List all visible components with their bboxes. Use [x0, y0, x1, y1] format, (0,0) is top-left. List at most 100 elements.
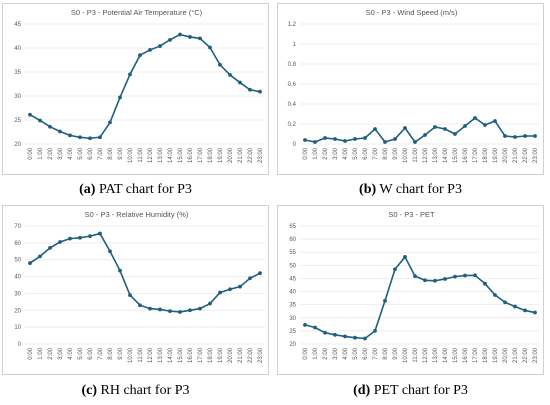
y-tick-label: 1.2: [288, 22, 297, 28]
data-point: [343, 139, 347, 143]
x-tick-label: 17:00: [198, 147, 204, 163]
chart-panel-w: S0 - P3 - Wind Speed (m/s) 0 0.2 0.4 0.6 0.8 1…: [277, 3, 544, 175]
data-point: [58, 129, 62, 134]
x-tick-label: 7:00: [98, 347, 104, 359]
data-point: [178, 310, 182, 314]
y-tick-label: 35: [14, 70, 21, 76]
chart-panel-pat: S0 - P3 - Potential Air Temperature (°C)…: [2, 3, 269, 175]
data-point: [363, 336, 367, 341]
data-point: [313, 325, 317, 330]
x-tick-label: 22:00: [523, 347, 529, 363]
data-point: [78, 235, 82, 240]
x-tick-label: 7:00: [373, 347, 379, 359]
x-tick-label: 18:00: [208, 347, 214, 363]
data-point: [108, 249, 112, 254]
data-point: [453, 274, 457, 279]
data-point: [473, 273, 477, 278]
x-tick-label: 20:00: [228, 147, 234, 163]
data-point: [48, 246, 52, 250]
data-point: [228, 72, 232, 77]
data-point: [58, 240, 62, 244]
y-tick-label: 40: [14, 275, 21, 281]
x-tick-label: 8:00: [383, 347, 389, 359]
x-tick-label: 0:00: [303, 347, 309, 359]
y-tick-label: 20: [14, 142, 21, 148]
data-point: [158, 307, 162, 312]
x-tick-label: 0:00: [28, 347, 34, 359]
x-tick-label: 3:00: [333, 147, 339, 159]
data-point: [393, 267, 397, 272]
data-point: [353, 137, 357, 141]
x-tick-label: 19:00: [493, 347, 499, 363]
data-point: [98, 135, 102, 140]
data-point: [333, 332, 337, 337]
x-tick-label: 14:00: [168, 347, 174, 363]
data-point: [433, 278, 437, 283]
data-point: [168, 37, 172, 42]
x-tick-label: 8:00: [108, 147, 114, 159]
x-tick-label: 16:00: [463, 147, 469, 163]
data-point: [533, 310, 537, 315]
x-tick-label: 17:00: [473, 147, 479, 163]
y-tick-label: 45: [14, 22, 21, 28]
data-point: [523, 308, 527, 313]
data-point: [248, 87, 252, 92]
data-point: [128, 72, 132, 77]
data-point: [148, 306, 152, 311]
data-point: [258, 89, 262, 94]
x-tick-label: 0:00: [28, 147, 34, 159]
pet-line-chart: S0 - P3 - PET 20 25 30 35 40 45 50 55 60 65 0:00 1:0…: [289, 210, 540, 363]
data-point: [423, 278, 427, 283]
x-tick-label: 18:00: [483, 147, 489, 163]
data-point: [248, 276, 252, 281]
data-point: [228, 287, 232, 292]
y-tick-label: 0.2: [288, 122, 297, 128]
data-point: [38, 118, 42, 123]
x-tick-label: 18:00: [208, 147, 214, 163]
x-tick-label: 23:00: [258, 147, 264, 163]
chart-title: S0 - P3 - Potential Air Temperature (°C): [71, 8, 203, 17]
x-tick-label: 1:00: [313, 147, 319, 159]
data-point: [493, 119, 497, 123]
y-tick-label: 60: [14, 241, 21, 247]
data-point: [258, 271, 262, 276]
rh-line-chart: S0 - P3 - Relative Humidity (%) 0 10 20 30 40…: [14, 210, 265, 363]
chart-panel-pet: S0 - P3 - PET 20 25 30 35 40 45 50 55 60 65 0:00 1:0…: [277, 205, 544, 375]
data-point: [118, 95, 122, 100]
x-tick-label: 13:00: [433, 347, 439, 363]
x-tick-label: 21:00: [513, 347, 519, 363]
y-tick-label: 0.6: [288, 82, 297, 88]
y-tick-label: 20: [289, 342, 296, 348]
x-tick-label: 8:00: [383, 147, 389, 159]
x-tick-label: 22:00: [248, 347, 254, 363]
data-point: [218, 62, 222, 67]
x-tick-label: 10:00: [128, 147, 134, 163]
data-point: [68, 133, 72, 138]
x-tick-label: 10:00: [403, 147, 409, 163]
y-tick-label: 45: [289, 276, 296, 282]
caption-w-letter: (b): [359, 182, 377, 197]
chart-title: S0 - P3 - Relative Humidity (%): [85, 210, 189, 219]
caption-pat-text: PAT chart for P3: [95, 182, 192, 197]
chart-panel-rh: S0 - P3 - Relative Humidity (%) 0 10 20 30 40…: [2, 205, 269, 375]
x-tick-label: 6:00: [88, 147, 94, 159]
data-point: [383, 140, 387, 144]
x-tick-label: 6:00: [363, 347, 369, 359]
data-point: [433, 125, 437, 129]
x-tick-label: 21:00: [238, 347, 244, 363]
x-tick-label: 17:00: [473, 347, 479, 363]
x-tick-label: 4:00: [68, 347, 74, 359]
series-line: [29, 232, 261, 313]
x-tick-label: 14:00: [168, 147, 174, 163]
data-point: [443, 277, 447, 281]
y-tick-label: 0.4: [288, 102, 297, 108]
x-tick-label: 17:00: [198, 347, 204, 363]
data-point: [503, 300, 507, 305]
data-point: [483, 281, 487, 286]
caption-rh-text: RH chart for P3: [97, 383, 190, 398]
data-point: [513, 304, 517, 309]
data-point: [138, 53, 142, 58]
x-tick-label: 19:00: [218, 147, 224, 163]
y-tick-label: 65: [289, 224, 296, 230]
x-tick-label: 0:00: [303, 147, 309, 159]
